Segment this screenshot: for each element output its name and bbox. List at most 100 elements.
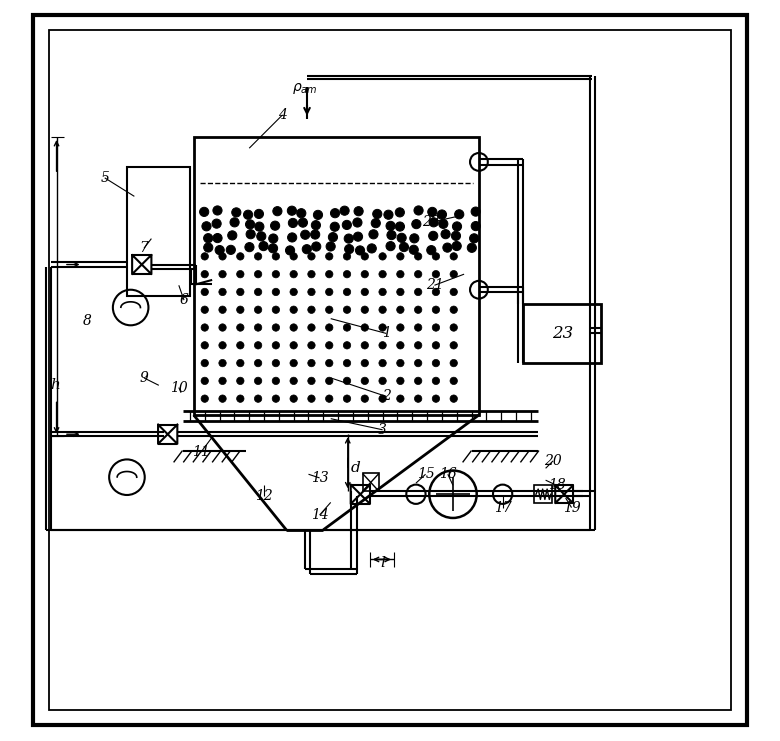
Circle shape [397,253,404,260]
Text: 19: 19 [562,501,580,514]
Circle shape [201,359,208,367]
Circle shape [308,288,315,296]
Circle shape [219,359,226,367]
Circle shape [236,377,244,385]
Circle shape [308,324,315,331]
Circle shape [343,253,351,260]
Circle shape [397,288,404,296]
Circle shape [379,377,386,385]
Circle shape [213,233,222,242]
Text: 8: 8 [83,314,92,328]
Circle shape [272,342,279,349]
Circle shape [361,342,368,349]
Circle shape [201,270,208,278]
Circle shape [257,232,266,241]
Circle shape [450,288,457,296]
Circle shape [450,270,457,278]
Circle shape [342,220,352,230]
Circle shape [204,233,213,243]
Circle shape [290,253,297,260]
Circle shape [290,288,297,296]
Circle shape [271,221,280,230]
Circle shape [254,270,262,278]
Circle shape [290,342,297,349]
Circle shape [345,245,354,253]
Circle shape [219,253,226,260]
Text: 3: 3 [378,423,387,436]
Text: 11: 11 [192,445,210,459]
Circle shape [246,220,255,229]
Circle shape [272,377,279,385]
Text: 14: 14 [310,508,328,522]
Circle shape [314,210,323,219]
Circle shape [361,395,368,402]
Circle shape [219,288,226,296]
Circle shape [201,395,208,402]
Circle shape [427,245,436,255]
Circle shape [308,270,315,278]
Circle shape [300,230,310,239]
Circle shape [254,288,262,296]
Circle shape [254,342,262,349]
Circle shape [414,377,422,385]
Circle shape [414,288,422,296]
Circle shape [204,243,213,252]
Text: 1: 1 [382,327,391,340]
Circle shape [361,359,368,367]
Circle shape [272,359,279,367]
Circle shape [343,288,351,296]
Text: 4: 4 [278,108,287,122]
Circle shape [201,377,208,385]
Circle shape [326,242,335,251]
Circle shape [344,234,353,243]
Circle shape [325,270,333,278]
Circle shape [310,230,320,239]
Circle shape [302,245,311,254]
Circle shape [272,288,279,296]
Circle shape [219,395,226,402]
Circle shape [236,253,244,260]
Circle shape [308,253,315,260]
Circle shape [290,395,297,402]
Circle shape [356,246,364,255]
Circle shape [228,230,237,240]
Circle shape [236,324,244,331]
Circle shape [311,221,321,230]
Circle shape [245,242,254,252]
Text: 13: 13 [310,471,328,485]
Circle shape [230,218,239,227]
Circle shape [219,324,226,331]
Circle shape [379,306,386,313]
Text: 23: 23 [551,325,573,342]
Circle shape [254,306,262,313]
Circle shape [361,377,368,385]
Circle shape [384,210,393,219]
Text: 9: 9 [140,371,148,385]
Circle shape [361,270,368,278]
Circle shape [397,377,404,385]
Circle shape [212,219,222,228]
Circle shape [254,395,262,402]
Circle shape [219,342,226,349]
Circle shape [290,270,297,278]
Circle shape [325,324,333,331]
Circle shape [379,324,386,331]
Circle shape [379,270,386,278]
Circle shape [325,342,333,349]
Circle shape [343,377,351,385]
Circle shape [471,207,480,216]
Circle shape [414,342,422,349]
Circle shape [325,253,333,260]
Circle shape [443,243,452,252]
Circle shape [308,395,315,402]
Circle shape [397,270,404,278]
Circle shape [427,207,437,216]
Circle shape [232,207,241,217]
Circle shape [215,245,225,255]
Text: 22: 22 [422,216,440,229]
Bar [523,304,601,363]
Circle shape [296,209,306,218]
Circle shape [254,209,264,219]
Circle shape [450,342,457,349]
Circle shape [325,288,333,296]
